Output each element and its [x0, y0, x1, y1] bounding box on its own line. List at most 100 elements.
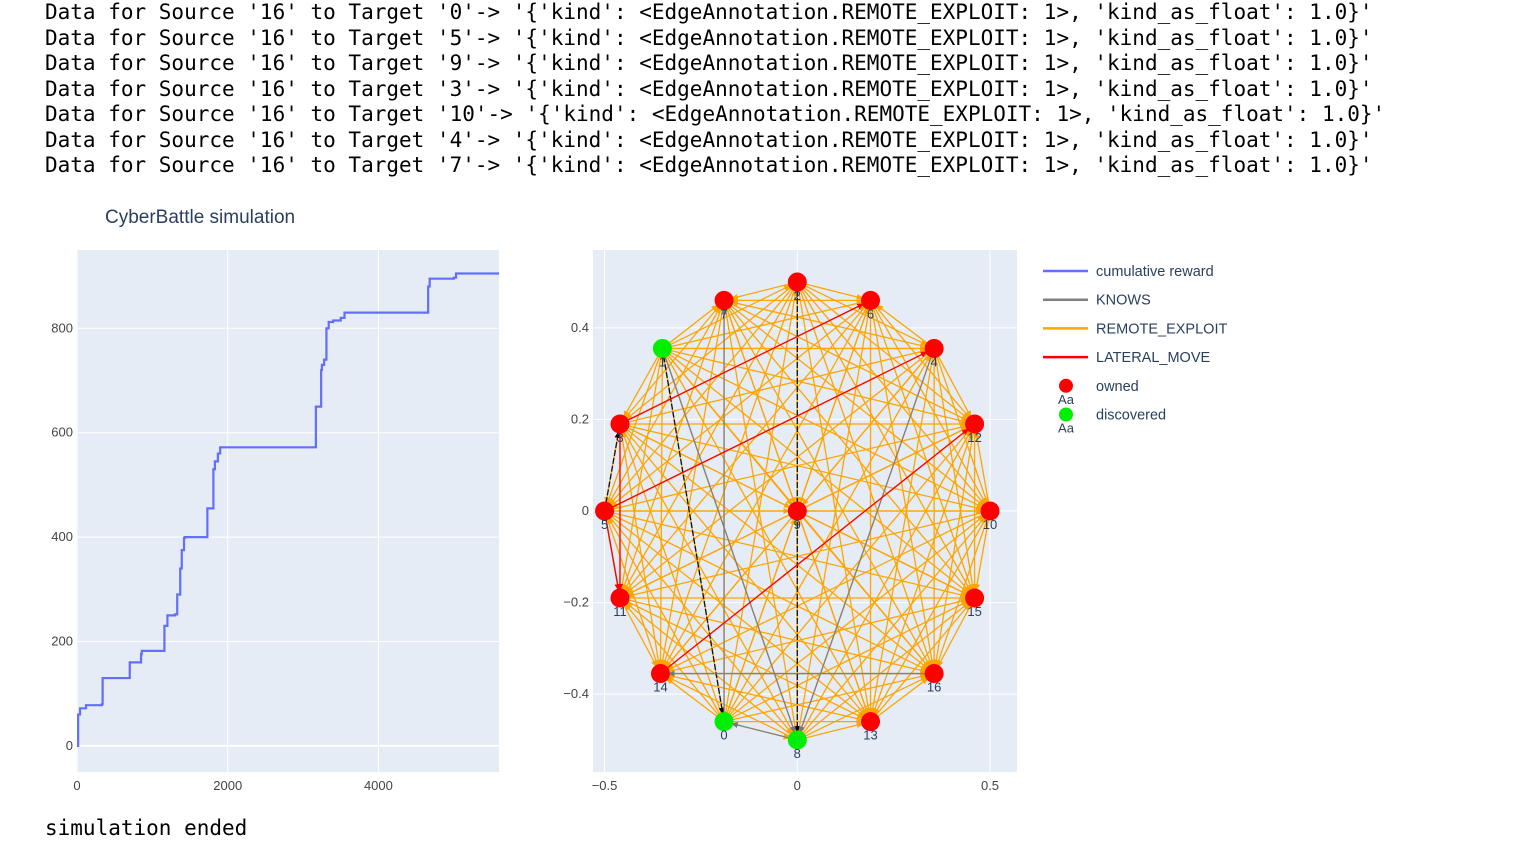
log-line: Data for Source '16' to Target '9'-> '{'…: [45, 51, 1373, 75]
legend-marker-text: Aa: [1058, 392, 1075, 407]
remote-exploit-edge: [869, 348, 935, 722]
log-line: Data for Source '16' to Target '0'-> '{'…: [45, 0, 1373, 24]
node-label: 6: [867, 306, 874, 321]
x-tick-label: 2000: [213, 778, 242, 793]
node-owned: [714, 290, 734, 310]
legend-label: LATERAL_MOVE: [1096, 350, 1210, 366]
legend: cumulative reward KNOWS REMOTE_EXPLOIT LATE…: [1043, 264, 1227, 436]
node-owned: [965, 588, 985, 608]
node-label: 7: [720, 306, 727, 321]
remote-exploit-edge: [619, 423, 991, 512]
remote-exploit-edge: [723, 281, 798, 301]
x-tick-label: 0: [794, 778, 801, 793]
lateral-move-edge: [660, 423, 976, 675]
lateral-move-edge: [619, 299, 871, 425]
remote-exploit-edge: [619, 281, 798, 425]
remote-exploit-edge: [796, 300, 872, 741]
remote-exploit-edge: [870, 673, 935, 723]
remote-exploit-edge: [869, 423, 976, 722]
node-owned: [861, 712, 881, 732]
remote-exploit-edge: [603, 348, 663, 512]
x-tick-label: 0: [73, 778, 80, 793]
remote-exploit-edge: [660, 672, 798, 741]
y-tick-label: 0.2: [571, 411, 589, 426]
remote-exploit-edge: [796, 281, 872, 722]
x-tick-label: 4000: [364, 778, 393, 793]
legend-label: owned: [1096, 379, 1139, 395]
remote-exploit-edge: [797, 281, 871, 301]
remote-exploit-edge: [619, 347, 935, 425]
node-label: 9: [794, 517, 801, 532]
y-tick-label: 400: [51, 529, 73, 544]
node-label: 3: [616, 430, 623, 445]
log-line: Data for Source '16' to Target '4'-> '{'…: [45, 127, 1373, 152]
remote-exploit-edge: [797, 721, 871, 741]
remote-exploit-edge: [723, 300, 935, 674]
lateral-move-edge: [604, 347, 935, 512]
node-label: 5: [601, 517, 608, 532]
remote-exploit-edge: [661, 347, 976, 599]
remote-exploit-edge: [933, 423, 976, 674]
y-tick-label: 0: [66, 738, 73, 753]
remote-exploit-edge: [870, 597, 976, 723]
remote-exploit-edge: [619, 423, 935, 675]
node-owned: [861, 290, 881, 310]
log-line: Data for Source '16' to Target '7'-> '{'…: [45, 153, 1373, 177]
node-owned: [595, 501, 615, 521]
node-label: 14: [653, 680, 667, 695]
remote-exploit-edge: [604, 510, 871, 723]
knows-edge: [661, 348, 725, 722]
remote-exploit-edge: [933, 510, 991, 674]
node-owned: [980, 501, 1000, 521]
y-tick-label: 0: [582, 503, 589, 518]
knows-edge: [603, 423, 621, 512]
console-log: Data for Source '16' to Target '0'-> '{'…: [45, 0, 1385, 179]
remote-exploit-edge: [973, 423, 991, 512]
remote-exploit-edge: [723, 300, 798, 741]
remote-exploit-edge: [723, 299, 976, 599]
node-discovered: [787, 730, 807, 750]
node-label: 8: [794, 746, 801, 761]
node-label: 11: [613, 604, 627, 619]
legend-marker-text: Aa: [1058, 421, 1075, 436]
remote-exploit-edge: [619, 348, 663, 425]
remote-exploit-edge: [796, 300, 872, 512]
remote-exploit-edge: [660, 672, 871, 723]
x-tick-label: 0.5: [981, 778, 999, 793]
remote-exploit-edge: [619, 299, 725, 425]
node-owned: [924, 338, 944, 358]
remote-exploit-edge: [604, 510, 935, 675]
plot-background: [77, 250, 499, 772]
y-tick-label: 800: [51, 320, 73, 335]
node-label: 10: [983, 517, 997, 532]
remote-exploit-edge: [604, 510, 975, 599]
x-tick-label: −0.5: [592, 778, 618, 793]
knows-edge: [723, 721, 798, 741]
y-tick-label: −0.2: [563, 595, 589, 610]
knows-edge: [796, 348, 935, 741]
remote-exploit-edge: [619, 423, 798, 741]
remote-exploit-edge: [603, 300, 725, 512]
remote-exploit-edge: [662, 347, 975, 425]
node-owned: [924, 664, 944, 684]
remote-exploit-edge: [723, 348, 935, 722]
remote-exploit-edge: [619, 299, 872, 599]
node-label: 2: [794, 288, 801, 303]
remote-exploit-edge: [661, 348, 872, 722]
remote-exploit-edge: [933, 348, 976, 599]
remote-exploit-edge: [796, 510, 872, 722]
remote-exploit-edge: [604, 299, 871, 512]
remote-exploit-edge: [619, 597, 935, 675]
y-tick-label: 0.4: [571, 320, 589, 335]
remote-exploit-edge: [796, 423, 976, 741]
remote-exploit-edge: [660, 597, 975, 675]
remote-exploit-edge: [723, 672, 935, 723]
remote-exploit-edge: [933, 597, 976, 674]
remote-exploit-edge: [604, 423, 975, 512]
reward-plot: 0 2000 4000 0 200 400 600 800: [51, 250, 499, 793]
remote-exploit-edge: [659, 510, 798, 674]
remote-exploit-edge: [796, 597, 976, 741]
remote-exploit-edge: [723, 510, 798, 722]
remote-exploit-edge: [797, 510, 975, 599]
